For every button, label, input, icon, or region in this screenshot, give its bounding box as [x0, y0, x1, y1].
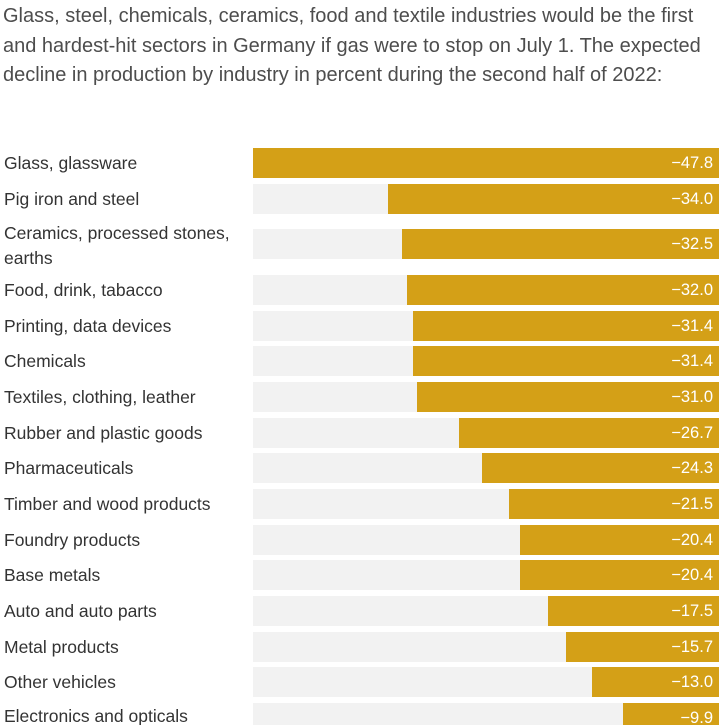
bar	[520, 525, 719, 555]
bar	[407, 275, 719, 305]
bar	[412, 346, 719, 376]
bar	[412, 311, 719, 341]
data-label: −26.7	[671, 424, 713, 442]
bar	[622, 703, 719, 725]
bar-track: −26.7	[253, 418, 719, 448]
data-label: −31.4	[671, 352, 713, 370]
data-label: −13.0	[671, 673, 713, 691]
bar	[253, 148, 719, 178]
category-label: Auto and auto parts	[4, 601, 157, 621]
bar-track: −47.8	[253, 148, 719, 178]
data-label: −31.4	[671, 317, 713, 335]
data-label: −20.4	[671, 566, 713, 584]
bar-track: −31.4	[253, 311, 719, 341]
category-label: Food, drink, tabacco	[4, 280, 163, 300]
bar-track: −20.4	[253, 525, 719, 555]
bar-track: −24.3	[253, 453, 719, 483]
bar	[565, 632, 719, 662]
data-label: −47.8	[671, 154, 713, 172]
data-label: −9.9	[680, 709, 713, 725]
bar	[548, 596, 719, 626]
bar	[416, 382, 719, 412]
bar-track: −34.0	[253, 184, 719, 214]
category-label: Other vehicles	[4, 672, 116, 692]
bar-track: −31.0	[253, 382, 719, 412]
data-label: −32.5	[671, 235, 713, 253]
bar-track: −13.0	[253, 667, 719, 697]
bar-track: −17.5	[253, 596, 719, 626]
data-label: −31.0	[671, 388, 713, 406]
bar	[520, 560, 719, 590]
bar	[482, 453, 719, 483]
category-label: Rubber and plastic goods	[4, 423, 203, 443]
category-label: Textiles, clothing, leather	[4, 387, 196, 407]
category-label: Timber and wood products	[4, 494, 211, 514]
bar	[458, 418, 719, 448]
bar-track: −32.0	[253, 275, 719, 305]
data-label: −20.4	[671, 531, 713, 549]
category-label: Glass, glassware	[4, 153, 138, 173]
category-label: Electronics and opticals	[4, 706, 188, 725]
category-label: Chemicals	[4, 351, 86, 371]
category-label: Printing, data devices	[4, 316, 172, 336]
data-label: −17.5	[671, 602, 713, 620]
category-label: Ceramics, processed stones, earths	[4, 223, 230, 268]
category-label: Metal products	[4, 637, 119, 657]
chart-title: Glass, steel, chemicals, ceramics, food …	[3, 5, 701, 86]
data-label: −15.7	[671, 638, 713, 656]
data-label: −32.0	[671, 281, 713, 299]
bar-track: −32.5	[253, 229, 719, 259]
bar-track: −20.4	[253, 560, 719, 590]
category-label: Base metals	[4, 565, 101, 585]
bar-track: −9.9	[253, 703, 719, 725]
data-label: −24.3	[671, 459, 713, 477]
bar	[402, 229, 719, 259]
bar-track: −21.5	[253, 489, 719, 519]
bar-track: −15.7	[253, 632, 719, 662]
bar-track: −31.4	[253, 346, 719, 376]
bar	[387, 184, 719, 214]
data-label: −21.5	[671, 495, 713, 513]
data-label: −34.0	[671, 190, 713, 208]
category-label: Pig iron and steel	[4, 189, 140, 209]
bar	[509, 489, 719, 519]
bar	[592, 667, 719, 697]
category-label: Pharmaceuticals	[4, 458, 134, 478]
category-label: Foundry products	[4, 530, 141, 550]
